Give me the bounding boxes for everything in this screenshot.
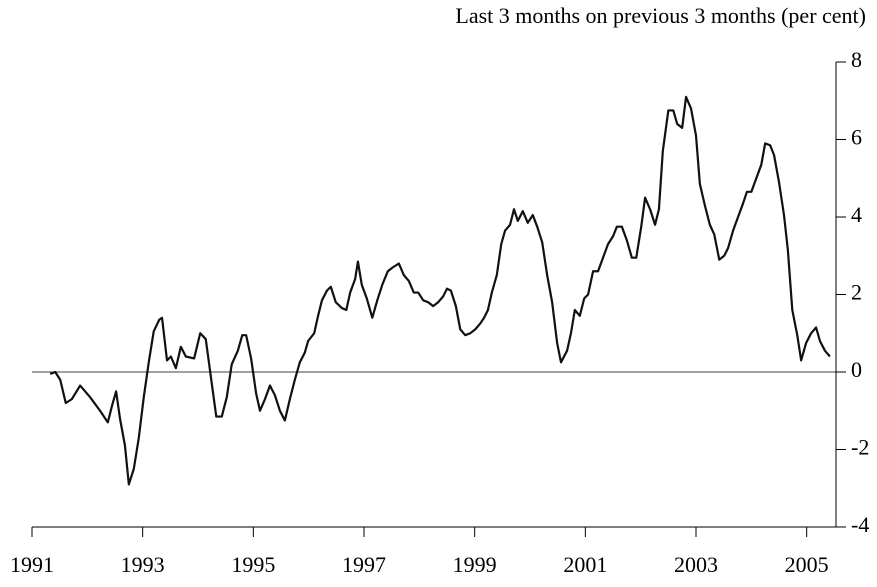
y-tick-label: 6 — [851, 125, 862, 150]
x-tick-label: 1999 — [453, 552, 497, 577]
x-tick-label: 1991 — [10, 552, 54, 577]
y-tick-label: -4 — [851, 512, 869, 537]
y-tick-label: 8 — [851, 47, 862, 72]
x-tick-label: 1993 — [121, 552, 165, 577]
y-tick-label: -2 — [851, 435, 869, 460]
x-tick-label: 1995 — [231, 552, 275, 577]
x-tick-label: 2003 — [674, 552, 718, 577]
chart-title: Last 3 months on previous 3 months (per … — [455, 3, 866, 28]
y-tick-label: 0 — [851, 357, 862, 382]
y-tick-label: 2 — [851, 280, 862, 305]
x-tick-label: 2005 — [785, 552, 829, 577]
x-tick-label: 1997 — [342, 552, 386, 577]
y-tick-label: 4 — [851, 202, 862, 227]
data-line — [49, 95, 831, 486]
x-tick-label: 2001 — [563, 552, 607, 577]
